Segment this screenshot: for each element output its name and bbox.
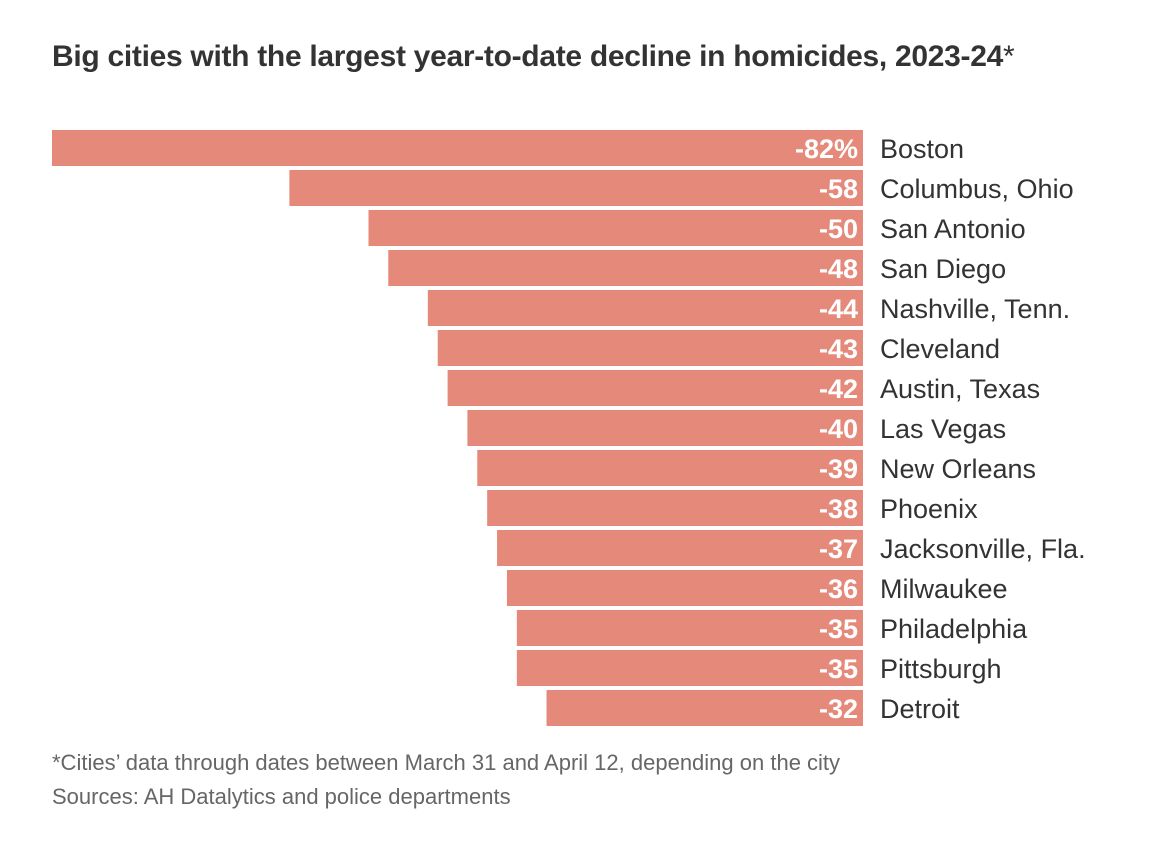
source-note: Sources: AH Datalytics and police depart… — [52, 784, 511, 809]
value-label: -39 — [819, 454, 858, 484]
category-label: Austin, Texas — [880, 374, 1040, 404]
category-label: Columbus, Ohio — [880, 174, 1074, 204]
value-label: -37 — [819, 534, 858, 564]
bar — [516, 610, 863, 646]
footnote: *Cities’ data through dates between Marc… — [52, 750, 841, 775]
bar — [516, 650, 863, 686]
category-label: Las Vegas — [880, 414, 1006, 444]
bar — [546, 690, 863, 726]
category-label: San Diego — [880, 254, 1006, 284]
category-label: Milwaukee — [880, 574, 1008, 604]
category-label: Pittsburgh — [880, 654, 1002, 684]
value-label: -48 — [819, 254, 858, 284]
value-label: -44 — [819, 294, 858, 324]
bar — [52, 130, 863, 166]
category-label: Detroit — [880, 694, 960, 724]
value-label: -58 — [819, 174, 858, 204]
category-label: Cleveland — [880, 334, 1000, 364]
value-label: -42 — [819, 374, 858, 404]
value-label: -82% — [795, 134, 858, 164]
category-label: Jacksonville, Fla. — [880, 534, 1086, 564]
value-label: -35 — [819, 654, 858, 684]
category-label: Nashville, Tenn. — [880, 294, 1070, 324]
category-label: Phoenix — [880, 494, 978, 524]
value-label: -40 — [819, 414, 858, 444]
value-label: -32 — [819, 694, 858, 724]
bar — [388, 250, 863, 286]
bar — [447, 370, 863, 406]
value-label: -50 — [819, 214, 858, 244]
value-label: -35 — [819, 614, 858, 644]
value-label: -43 — [819, 334, 858, 364]
category-label: Philadelphia — [880, 614, 1028, 644]
category-label: New Orleans — [880, 454, 1036, 484]
category-label: San Antonio — [880, 214, 1026, 244]
chart-title: Big cities with the largest year-to-date… — [52, 40, 1015, 73]
value-label: -36 — [819, 574, 858, 604]
bar — [477, 450, 863, 486]
bar — [467, 410, 863, 446]
title-asterisk: * — [1002, 40, 1015, 73]
bar — [368, 210, 863, 246]
bar — [506, 570, 863, 606]
value-label: -38 — [819, 494, 858, 524]
category-label: Boston — [880, 134, 964, 164]
bar — [497, 530, 863, 566]
bar — [437, 330, 863, 366]
bar — [289, 170, 863, 206]
bar — [427, 290, 863, 326]
bar — [487, 490, 863, 526]
